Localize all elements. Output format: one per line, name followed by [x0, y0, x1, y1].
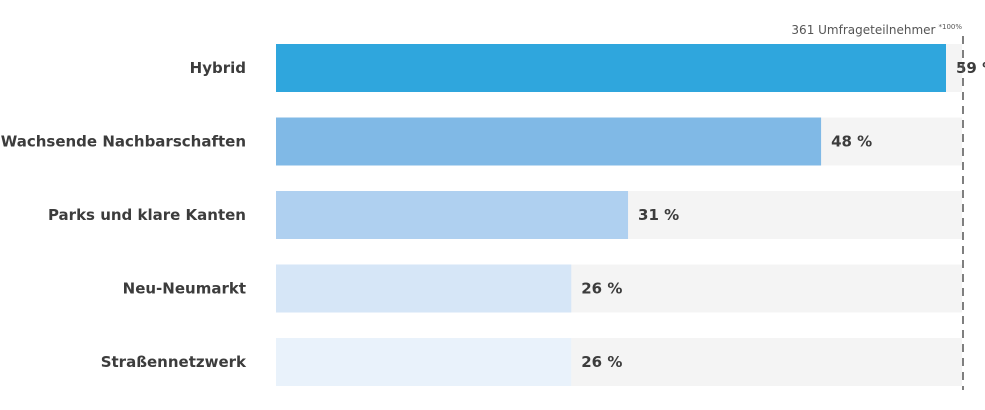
respondents-note: 361 Umfrageteilnehmer *100%: [791, 23, 962, 37]
category-label-strassennetzwerk: Straßennetzwerk: [101, 353, 247, 371]
bar-strassennetzwerk: [276, 338, 572, 386]
bar-hybrid: [276, 44, 946, 92]
bar-wachsende-nachbarschaften: [276, 117, 822, 166]
category-label-wachsende-nachbarschaften: Wachsende Nachbarschaften: [1, 133, 246, 151]
value-label-hybrid: 59 %: [956, 59, 985, 77]
value-label-neu-neumarkt: 26 %: [581, 280, 622, 298]
bars: [276, 44, 946, 386]
bar-neu-neumarkt: [276, 264, 572, 313]
respondents-superscript: *100%: [938, 23, 962, 31]
category-label-hybrid: Hybrid: [190, 59, 246, 77]
value-labels: 59 % 48 % 31 % 26 % 26 %: [581, 59, 985, 371]
category-labels: Hybrid Wachsende Nachbarschaften Parks und…: [1, 59, 247, 371]
value-label-wachsende-nachbarschaften: 48 %: [831, 133, 872, 151]
category-label-parks-und-klare-kanten: Parks und klare Kanten: [48, 206, 246, 224]
respondents-count: 361 Umfrageteilnehmer: [791, 23, 935, 37]
bar-parks-und-klare-kanten: [276, 191, 629, 239]
value-label-strassennetzwerk: 26 %: [581, 353, 622, 371]
value-label-parks-und-klare-kanten: 31 %: [638, 206, 679, 224]
category-label-neu-neumarkt: Neu-Neumarkt: [123, 280, 246, 298]
